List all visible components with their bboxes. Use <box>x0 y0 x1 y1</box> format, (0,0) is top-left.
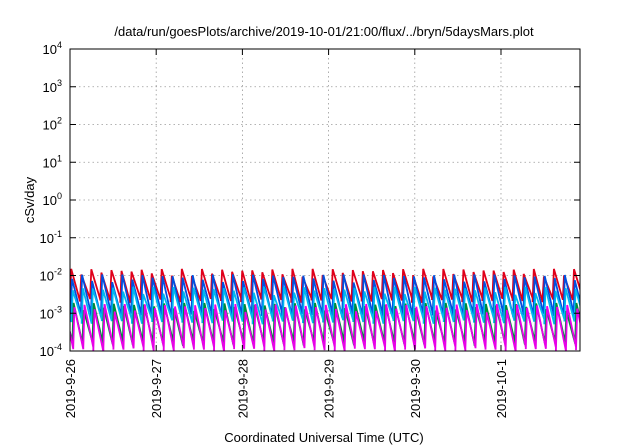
x-tick-label: 2019-9-27 <box>149 359 164 418</box>
x-tick-label: 2019-9-26 <box>63 359 78 418</box>
chart-title: /data/run/goesPlots/archive/2019-10-01/2… <box>114 24 534 39</box>
x-tick-label: 2019-9-28 <box>235 359 250 418</box>
y-tick-label: 103 <box>43 78 62 95</box>
axis-ticks <box>69 48 580 352</box>
y-tick-labels: 10-4 10-3 10-2 10-1 100 101 102 103 104 <box>40 40 62 359</box>
y-tick-label: 10-3 <box>40 304 62 321</box>
x-tick-label: 2019-10-1 <box>494 359 509 418</box>
series-line-5 <box>70 303 580 351</box>
y-tick-label: 10-1 <box>40 229 62 246</box>
x-tick-label: 2019-9-30 <box>408 359 423 418</box>
y-tick-label: 104 <box>43 40 62 57</box>
y-tick-label: 10-2 <box>40 267 62 284</box>
y-tick-label: 100 <box>43 191 62 208</box>
series-line-3 <box>70 286 580 325</box>
grid-lines <box>70 49 580 351</box>
y-tick-label: 101 <box>43 153 62 170</box>
y-tick-label: 10-4 <box>40 342 62 359</box>
y-axis-label: cSv/day <box>22 176 37 223</box>
x-axis-label: Coordinated Universal Time (UTC) <box>224 430 423 445</box>
x-tick-label: 2019-9-29 <box>322 359 337 418</box>
y-tick-label: 102 <box>43 116 62 133</box>
x-tick-labels: 2019-9-26 2019-9-27 2019-9-28 2019-9-29 2019… <box>63 359 509 418</box>
data-series <box>70 268 580 351</box>
